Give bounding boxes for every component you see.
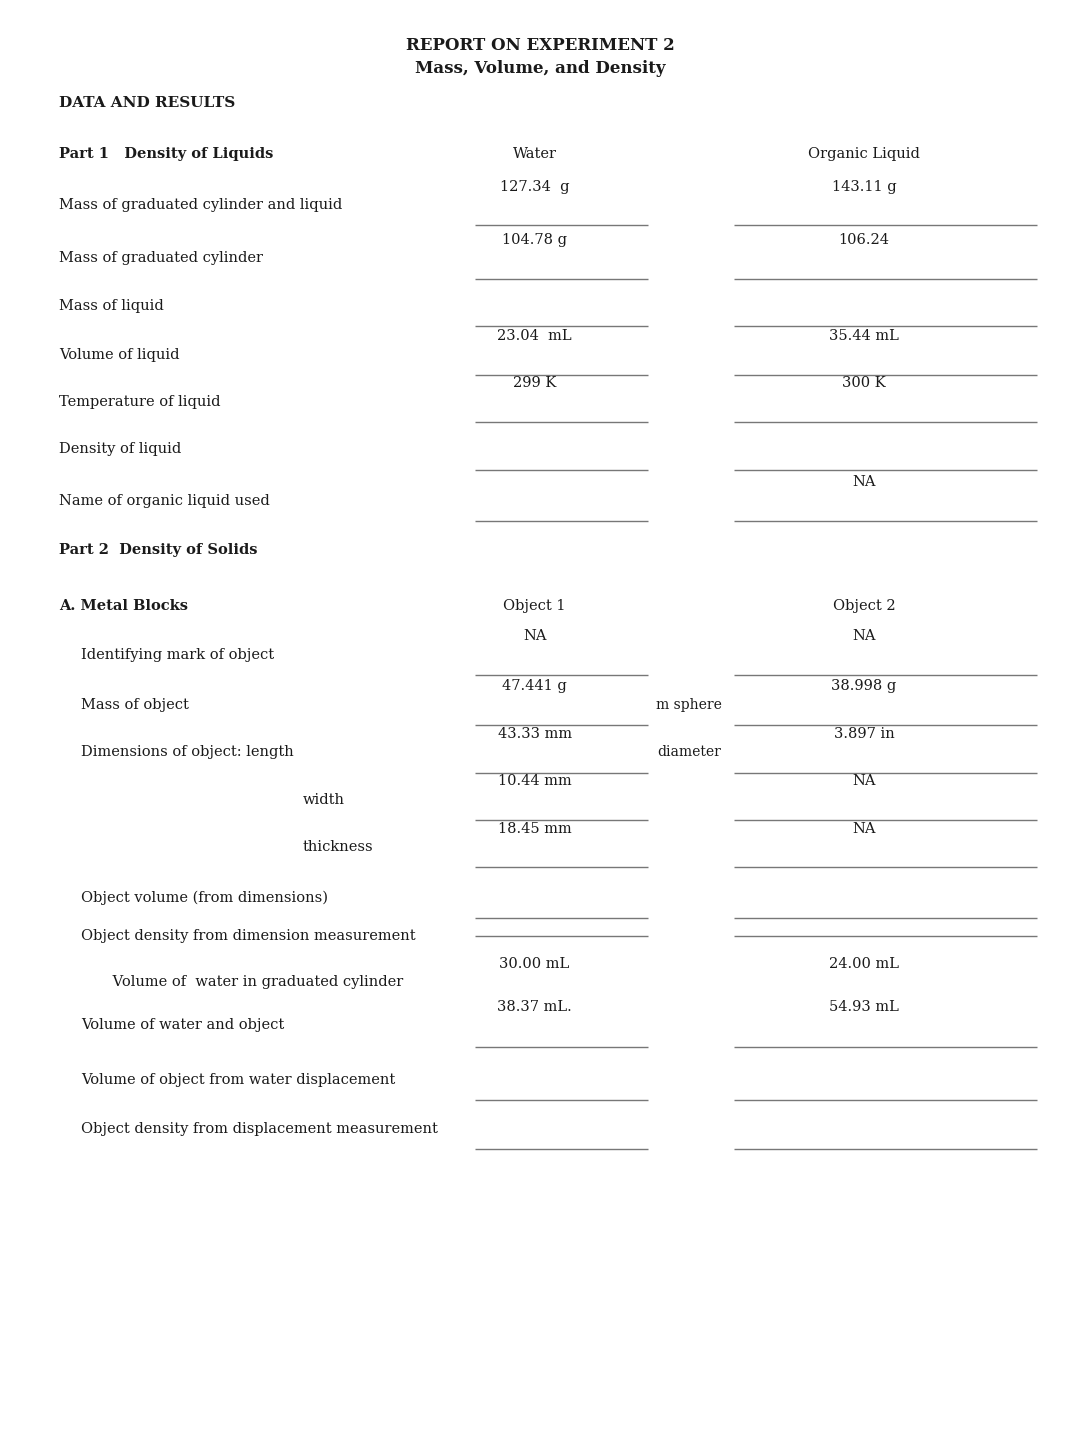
Text: 54.93 mL: 54.93 mL bbox=[829, 999, 899, 1014]
Text: Volume of water and object: Volume of water and object bbox=[81, 1018, 284, 1032]
Text: Volume of object from water displacement: Volume of object from water displacement bbox=[81, 1073, 395, 1087]
Text: REPORT ON EXPERIMENT 2: REPORT ON EXPERIMENT 2 bbox=[406, 37, 674, 55]
Text: NA: NA bbox=[852, 629, 876, 643]
Text: Object density from dimension measurement: Object density from dimension measuremen… bbox=[81, 929, 416, 943]
Text: Mass of graduated cylinder and liquid: Mass of graduated cylinder and liquid bbox=[59, 198, 342, 213]
Text: Organic Liquid: Organic Liquid bbox=[808, 146, 920, 161]
Text: 47.441 g: 47.441 g bbox=[502, 679, 567, 694]
Text: 43.33 mm: 43.33 mm bbox=[498, 727, 571, 741]
Text: Object volume (from dimensions): Object volume (from dimensions) bbox=[81, 890, 328, 905]
Text: Object density from displacement measurement: Object density from displacement measure… bbox=[81, 1122, 437, 1136]
Text: 18.45 mm: 18.45 mm bbox=[498, 821, 571, 836]
Text: Volume of  water in graduated cylinder: Volume of water in graduated cylinder bbox=[108, 975, 403, 989]
Text: 299 K: 299 K bbox=[513, 376, 556, 391]
Text: Temperature of liquid: Temperature of liquid bbox=[59, 395, 221, 409]
Text: 38.37 mL.: 38.37 mL. bbox=[497, 999, 572, 1014]
Text: m sphere: m sphere bbox=[657, 698, 721, 712]
Text: NA: NA bbox=[852, 475, 876, 490]
Text: Identifying mark of object: Identifying mark of object bbox=[81, 648, 274, 662]
Text: Object 2: Object 2 bbox=[833, 599, 895, 613]
Text: 127.34  g: 127.34 g bbox=[500, 180, 569, 194]
Text: Mass, Volume, and Density: Mass, Volume, and Density bbox=[415, 60, 665, 78]
Text: thickness: thickness bbox=[302, 840, 373, 854]
Text: 35.44 mL: 35.44 mL bbox=[829, 329, 899, 343]
Text: Part 1   Density of Liquids: Part 1 Density of Liquids bbox=[59, 146, 273, 161]
Text: Mass of graduated cylinder: Mass of graduated cylinder bbox=[59, 251, 264, 266]
Text: 38.998 g: 38.998 g bbox=[832, 679, 896, 694]
Text: 24.00 mL: 24.00 mL bbox=[829, 956, 899, 971]
Text: Name of organic liquid used: Name of organic liquid used bbox=[59, 494, 270, 508]
Text: Mass of liquid: Mass of liquid bbox=[59, 299, 164, 313]
Text: 10.44 mm: 10.44 mm bbox=[498, 774, 571, 788]
Text: diameter: diameter bbox=[657, 745, 721, 760]
Text: Dimensions of object: length: Dimensions of object: length bbox=[81, 745, 294, 760]
Text: 104.78 g: 104.78 g bbox=[502, 233, 567, 247]
Text: DATA AND RESULTS: DATA AND RESULTS bbox=[59, 96, 235, 111]
Text: width: width bbox=[302, 793, 345, 807]
Text: Mass of object: Mass of object bbox=[81, 698, 189, 712]
Text: NA: NA bbox=[852, 774, 876, 788]
Text: Density of liquid: Density of liquid bbox=[59, 442, 181, 457]
Text: A. Metal Blocks: A. Metal Blocks bbox=[59, 599, 188, 613]
Text: Water: Water bbox=[513, 146, 556, 161]
Text: Volume of liquid: Volume of liquid bbox=[59, 348, 180, 362]
Text: Object 1: Object 1 bbox=[503, 599, 566, 613]
Text: 300 K: 300 K bbox=[842, 376, 886, 391]
Text: Part 2  Density of Solids: Part 2 Density of Solids bbox=[59, 543, 258, 557]
Text: 23.04  mL: 23.04 mL bbox=[497, 329, 572, 343]
Text: NA: NA bbox=[523, 629, 546, 643]
Text: 3.897 in: 3.897 in bbox=[834, 727, 894, 741]
Text: 106.24: 106.24 bbox=[838, 233, 890, 247]
Text: 143.11 g: 143.11 g bbox=[832, 180, 896, 194]
Text: 30.00 mL: 30.00 mL bbox=[499, 956, 570, 971]
Text: NA: NA bbox=[852, 821, 876, 836]
